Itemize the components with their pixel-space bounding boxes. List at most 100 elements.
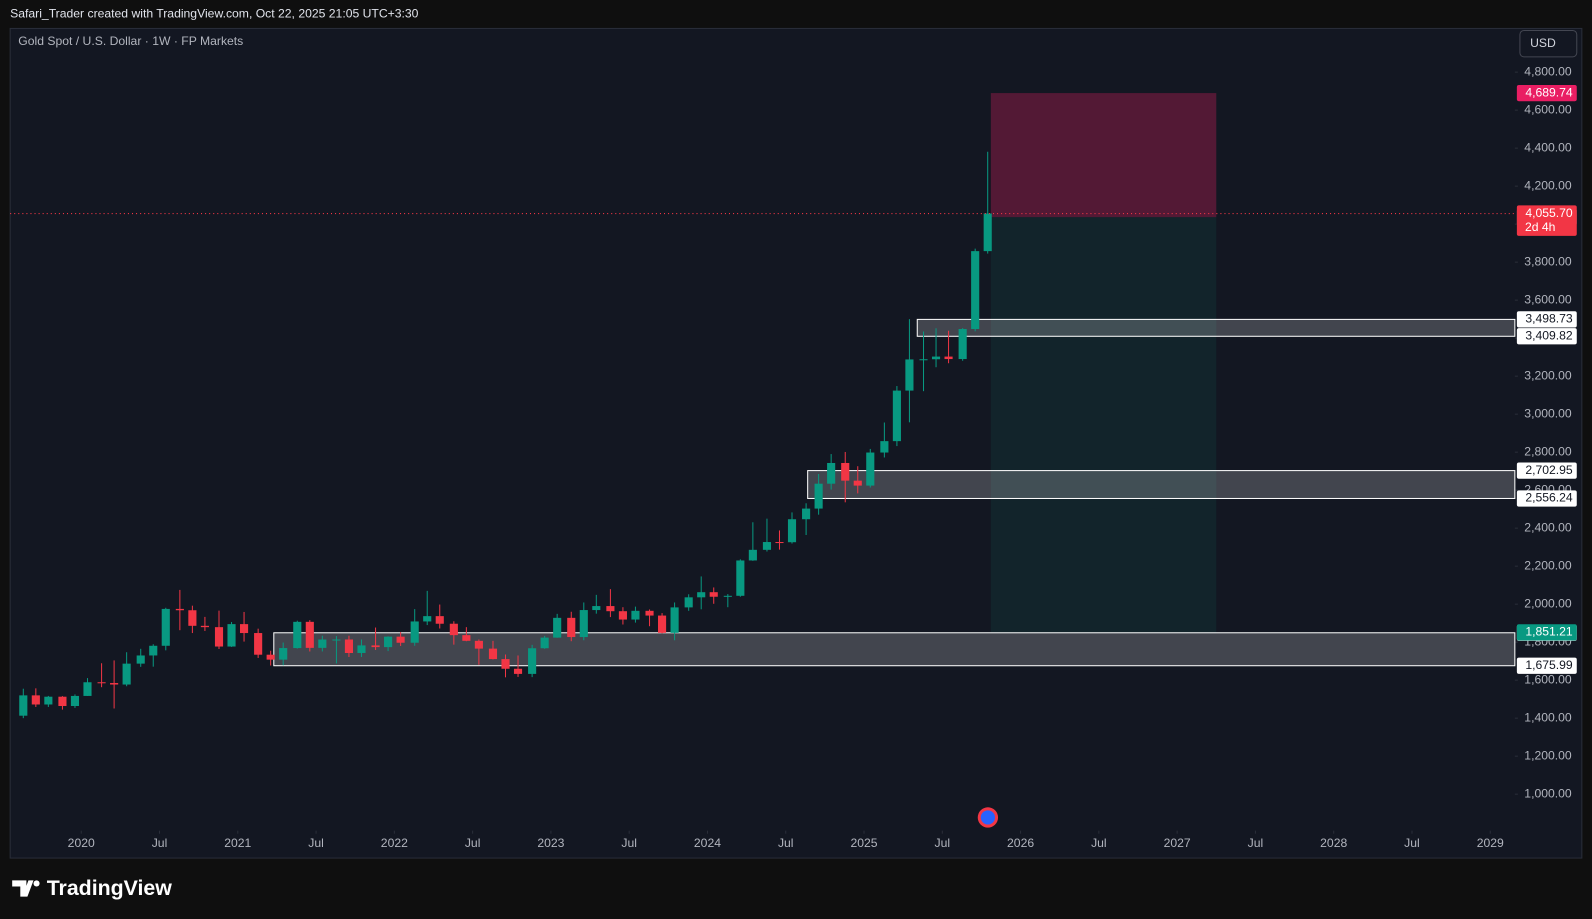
- y-tick-label: 4,600.00: [1524, 102, 1572, 116]
- zone-low-label-box: [1516, 657, 1577, 674]
- candle-body: [513, 668, 523, 674]
- candle-body: [827, 462, 836, 484]
- y-tick-label: 1,600.00: [1524, 672, 1572, 686]
- last-price-box: [1516, 205, 1577, 236]
- x-tick-label: 2025: [850, 836, 877, 850]
- candle-body: [670, 607, 679, 633]
- candle-body: [449, 623, 458, 636]
- candle-body: [44, 696, 53, 705]
- chart-title: Gold Spot / U.S. Dollar · 1W · FP Market…: [18, 34, 243, 48]
- header-text: Safari_Trader created with TradingView.c…: [10, 6, 419, 20]
- candle-body: [70, 695, 80, 707]
- candle-body: [97, 682, 106, 684]
- chart-panel: [9, 27, 1583, 859]
- candle-body: [266, 654, 275, 660]
- candle-body: [775, 542, 784, 544]
- y-tick-label: 2,800.00: [1524, 444, 1572, 458]
- zone: [916, 318, 1516, 337]
- candle-body: [188, 610, 197, 626]
- candle-body: [540, 637, 549, 649]
- y-tick-label: 1,400.00: [1524, 710, 1572, 724]
- candle-body: [332, 639, 341, 641]
- candle-body: [384, 636, 393, 648]
- candle-body: [567, 617, 576, 638]
- candle-body: [227, 624, 236, 647]
- candle-body: [357, 645, 366, 653]
- candle-body: [709, 592, 718, 597]
- candle-body: [83, 682, 92, 696]
- x-tick-label: Jul: [778, 836, 794, 850]
- candle-body: [579, 610, 588, 638]
- zone-low-label: 1,675.99: [1525, 658, 1573, 672]
- candle-body: [344, 639, 354, 653]
- candle-body: [279, 648, 288, 660]
- y-tick-label: 1,200.00: [1524, 748, 1572, 762]
- logo-dot: [33, 880, 40, 887]
- candle-body: [553, 617, 562, 638]
- y-tick-label: 4,200.00: [1524, 178, 1572, 192]
- candle-body: [175, 608, 184, 611]
- x-tick-label: 2022: [381, 836, 408, 850]
- x-tick-label: 2028: [1320, 836, 1347, 850]
- x-tick-label: 2029: [1477, 836, 1504, 850]
- x-tick-label: Jul: [1248, 836, 1264, 850]
- candle-body: [645, 610, 654, 616]
- candle-body: [161, 608, 170, 646]
- logo-text: TradingView: [47, 876, 173, 900]
- zone-high-label-box: [1516, 462, 1577, 479]
- candle-body: [110, 683, 119, 685]
- candle-body: [866, 452, 875, 486]
- candle-body: [435, 616, 444, 624]
- candle-body: [892, 390, 901, 442]
- countdown-label: 2d 4h: [1525, 220, 1555, 234]
- candle-body: [958, 329, 967, 360]
- stop-label-box: [1516, 84, 1577, 102]
- candle-body: [905, 359, 914, 391]
- target-label: 1,851.21: [1525, 625, 1573, 639]
- y-tick-label: 2,400.00: [1524, 520, 1572, 534]
- candle-body: [618, 611, 627, 620]
- candle-body: [684, 597, 693, 608]
- candle-body: [736, 560, 745, 596]
- candle-body: [19, 695, 28, 716]
- candle-body: [802, 508, 811, 520]
- candle-body: [122, 663, 131, 685]
- candle-body: [136, 655, 145, 664]
- candle-body: [787, 519, 797, 543]
- candle-body: [762, 542, 772, 550]
- candle-body: [423, 616, 432, 622]
- target-label-box: [1516, 624, 1577, 641]
- y-tick-label: 3,000.00: [1524, 406, 1572, 420]
- zone-low-label: 2,556.24: [1525, 491, 1573, 505]
- target-zone: [990, 217, 1217, 633]
- tradingview-logo: TradingView: [12, 876, 172, 900]
- candle-body: [880, 441, 889, 453]
- candle-body: [293, 621, 302, 649]
- y-tick-label: 2,000.00: [1524, 596, 1572, 610]
- currency-label[interactable]: USD: [1530, 36, 1556, 50]
- event-icon-flag[interactable]: [980, 810, 995, 825]
- x-tick-label: 2020: [68, 836, 95, 850]
- logo-mark: [12, 880, 34, 897]
- y-tick-label: 1,000.00: [1524, 786, 1572, 800]
- candle-body: [318, 639, 327, 648]
- candle-body: [944, 356, 953, 360]
- x-tick-label: Jul: [308, 836, 324, 850]
- candle-body: [305, 621, 314, 648]
- candle-body: [488, 648, 498, 660]
- x-tick-label: 2023: [537, 836, 564, 850]
- candle-body: [474, 640, 483, 649]
- candle-body: [31, 695, 40, 705]
- currency-button[interactable]: [1519, 29, 1578, 58]
- x-tick-label: Jul: [621, 836, 637, 850]
- x-tick-label: Jul: [1404, 836, 1420, 850]
- event-icon[interactable]: [977, 807, 999, 828]
- x-tick-label: Jul: [935, 836, 951, 850]
- candle-body: [592, 606, 601, 611]
- candle-body: [748, 549, 757, 561]
- x-tick-label: Jul: [465, 836, 481, 850]
- y-tick-label: 2,200.00: [1524, 558, 1572, 572]
- candle-body: [396, 636, 405, 643]
- x-tick-label: 2026: [1007, 836, 1034, 850]
